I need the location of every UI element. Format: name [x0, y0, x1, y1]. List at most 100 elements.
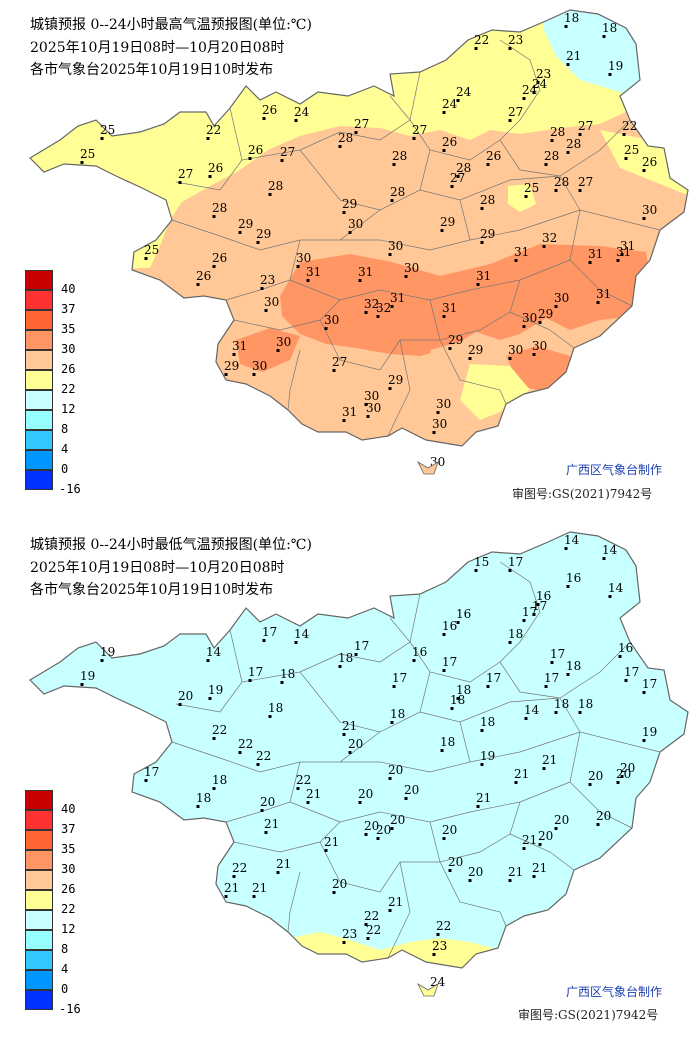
station-temp-value: 20 [376, 823, 391, 837]
station-marker [248, 679, 252, 682]
station-marker [268, 715, 272, 718]
station-temp-value: 20 [348, 737, 363, 751]
station-temp-value: 30 [436, 397, 451, 411]
station-temp-value: 30 [554, 291, 569, 305]
station-temp-value: 21 [542, 753, 557, 767]
station-temp-value: 27 [578, 175, 593, 189]
station-temp-value: 25 [100, 123, 115, 137]
legend-swatch [25, 450, 53, 470]
legend-level: 30 [61, 862, 76, 876]
station-marker [554, 189, 558, 192]
station-marker [468, 357, 472, 360]
station-temp-value: 17 [642, 677, 657, 691]
station-temp-value: 22 [366, 923, 381, 937]
legend-level: 26 [61, 362, 76, 376]
station-marker [348, 231, 352, 234]
station-marker [620, 253, 624, 256]
station-marker [404, 797, 408, 800]
station-marker [620, 775, 624, 778]
station-temp-value: 30 [276, 335, 291, 349]
station-temp-value: 21 [264, 817, 279, 831]
station-temp-value: 23 [260, 273, 275, 287]
station-marker [262, 117, 266, 120]
station-marker [144, 779, 148, 782]
station-marker [178, 703, 182, 706]
station-temp-value: 18 [390, 707, 405, 721]
legend-level: -16 [59, 1002, 81, 1016]
legend-level: 26 [61, 882, 76, 896]
station-temp-value: 31 [342, 405, 357, 419]
station-marker [196, 283, 200, 286]
station-marker [232, 353, 236, 356]
station-temp-value: 21 [342, 719, 357, 733]
station-marker [390, 199, 394, 202]
station-marker [206, 137, 210, 140]
station-temp-value: 22 [256, 749, 271, 763]
issue-info: 各市气象台2025年10月19日10时发布 [30, 62, 274, 78]
station-temp-value: 26 [486, 149, 501, 163]
legend-level: 4 [61, 962, 69, 976]
station-marker [212, 787, 216, 790]
station-marker [388, 253, 392, 256]
min-temp-panel: 14 14 15 17 16 14 16 16 16 17 17 17 14 18 16 19 14 17 16 17… [0, 520, 700, 1040]
color-legend: 40 37 35 30 26 22 12 8 4 0 -16 [25, 270, 105, 496]
station-temp-value: 29 [224, 359, 239, 373]
station-marker [376, 315, 380, 318]
station-marker [342, 733, 346, 736]
station-marker [480, 729, 484, 732]
station-temp-value: 21 [324, 835, 339, 849]
station-marker [554, 827, 558, 830]
station-marker [212, 737, 216, 740]
station-marker [486, 685, 490, 688]
station-temp-value: 29 [256, 227, 271, 241]
station-temp-value: 27 [450, 171, 465, 185]
station-temp-value: 27 [354, 117, 369, 131]
station-marker [616, 259, 620, 262]
station-temp-value: 25 [624, 143, 639, 157]
station-marker [332, 891, 336, 894]
station-temp-value: 19 [480, 749, 495, 763]
station-temp-value: 19 [100, 645, 115, 659]
station-temp-value: 29 [448, 333, 463, 347]
station-temp-value: 27 [508, 105, 523, 119]
station-marker [508, 357, 512, 360]
station-marker [436, 933, 440, 936]
station-temp-value: 16 [536, 589, 551, 603]
station-temp-value: 22 [364, 909, 379, 923]
station-marker [542, 767, 546, 770]
station-temp-value: 28 [456, 161, 471, 175]
station-temp-value: 30 [404, 261, 419, 275]
station-marker [252, 895, 256, 898]
station-marker [264, 309, 268, 312]
legend-swatch [25, 930, 53, 950]
station-temp-value: 28 [390, 185, 405, 199]
legend-swatch [25, 470, 53, 490]
station-marker [196, 805, 200, 808]
station-temp-value: 20 [358, 787, 373, 801]
station-temp-value: 16 [412, 645, 427, 659]
map-review-number: 审图号:GS(2021)7942号 [512, 487, 653, 501]
station-marker [404, 275, 408, 278]
station-temp-value: 20 [390, 813, 405, 827]
station-marker [442, 669, 446, 672]
station-temp-value: 17 [144, 765, 159, 779]
station-marker [324, 327, 328, 330]
station-marker [294, 119, 298, 122]
legend-swatch [25, 830, 53, 850]
legend-swatch [25, 430, 53, 450]
legend-level: 37 [61, 822, 76, 836]
station-marker [306, 801, 310, 804]
station-marker [260, 809, 264, 812]
station-temp-value: 16 [618, 641, 633, 655]
station-temp-value: 18 [280, 667, 295, 681]
station-temp-value: 20 [596, 809, 611, 823]
station-marker [588, 261, 592, 264]
station-marker [456, 99, 460, 102]
station-temp-value: 29 [468, 343, 483, 357]
station-temp-value: 17 [486, 671, 501, 685]
station-temp-value: 18 [440, 735, 455, 749]
station-temp-value: 15 [474, 555, 489, 569]
station-marker [532, 353, 536, 356]
station-marker [296, 265, 300, 268]
station-marker [342, 211, 346, 214]
